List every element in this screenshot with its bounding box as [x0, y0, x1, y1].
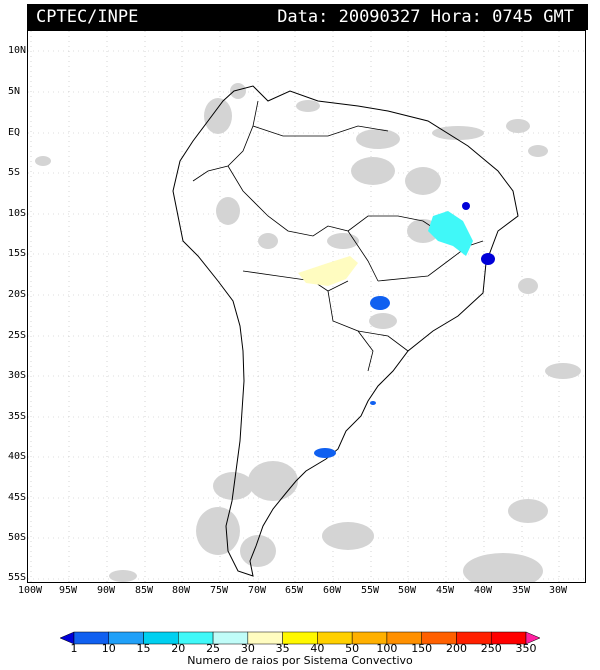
lat-label: 25S	[8, 330, 27, 341]
legend-tick-label: 25	[206, 642, 221, 655]
lon-label: 65W	[284, 585, 304, 596]
map-svg	[28, 31, 585, 582]
lon-label: 95W	[58, 585, 78, 596]
legend-tick-label: 30	[240, 642, 255, 655]
cloud-cover	[35, 83, 581, 582]
lat-label: 40S	[8, 451, 27, 462]
lon-label: 60W	[322, 585, 342, 596]
lightning-cells	[298, 202, 495, 458]
lat-label: 30S	[8, 370, 27, 381]
continent-outline	[172, 85, 519, 577]
legend-tick-label: 20	[171, 642, 186, 655]
lon-label: 85W	[134, 585, 154, 596]
lon-label: 55W	[360, 585, 380, 596]
lon-label: 80W	[171, 585, 191, 596]
date-time-label: Data: 20090327 Hora: 0745 GMT	[277, 7, 574, 27]
lat-label: 10S	[8, 208, 27, 219]
lon-label: 70W	[247, 585, 267, 596]
lat-label: 10N	[8, 45, 27, 56]
legend-tick-label: 40	[310, 642, 325, 655]
lon-label: 75W	[209, 585, 229, 596]
lat-label: EQ	[8, 127, 21, 138]
legend-tick-label: 200	[445, 642, 467, 655]
lon-label: 40W	[473, 585, 493, 596]
lat-label: 15S	[8, 248, 27, 259]
lon-label: 30W	[548, 585, 568, 596]
lon-label: 100W	[17, 585, 43, 596]
legend-tick-label: 50	[345, 642, 360, 655]
organization-label: CPTEC/INPE	[36, 7, 139, 27]
legend-tick-label: 35	[275, 642, 290, 655]
lat-label: 5N	[8, 86, 21, 97]
legend-tick-label: 15	[136, 642, 151, 655]
legend-tick-label: 150	[411, 642, 433, 655]
title-bar: CPTEC/INPE Data: 20090327 Hora: 0745 GMT	[27, 4, 588, 30]
legend-swatch	[525, 631, 540, 645]
legend-tick-label: 1	[70, 642, 78, 655]
lat-label: 20S	[8, 289, 27, 300]
legend-tick-label: 250	[480, 642, 502, 655]
lon-label: 50W	[397, 585, 417, 596]
lat-label: 50S	[8, 532, 27, 543]
legend-colorbar	[60, 631, 540, 645]
legend-tick-label: 10	[101, 642, 116, 655]
lon-label: 45W	[435, 585, 455, 596]
legend-caption: Numero de raios por Sistema Convectivo	[187, 654, 413, 667]
country-borders	[192, 100, 484, 372]
lat-label: 5S	[8, 167, 21, 178]
legend-tick-label: 350	[515, 642, 537, 655]
lat-label: 45S	[8, 492, 27, 503]
lon-label: 90W	[96, 585, 116, 596]
lat-label: 35S	[8, 411, 27, 422]
lon-label: 35W	[511, 585, 531, 596]
graticule	[28, 31, 585, 582]
legend-tick-label: 100	[376, 642, 398, 655]
lat-label: 55S	[8, 572, 27, 583]
map-panel	[27, 30, 586, 583]
